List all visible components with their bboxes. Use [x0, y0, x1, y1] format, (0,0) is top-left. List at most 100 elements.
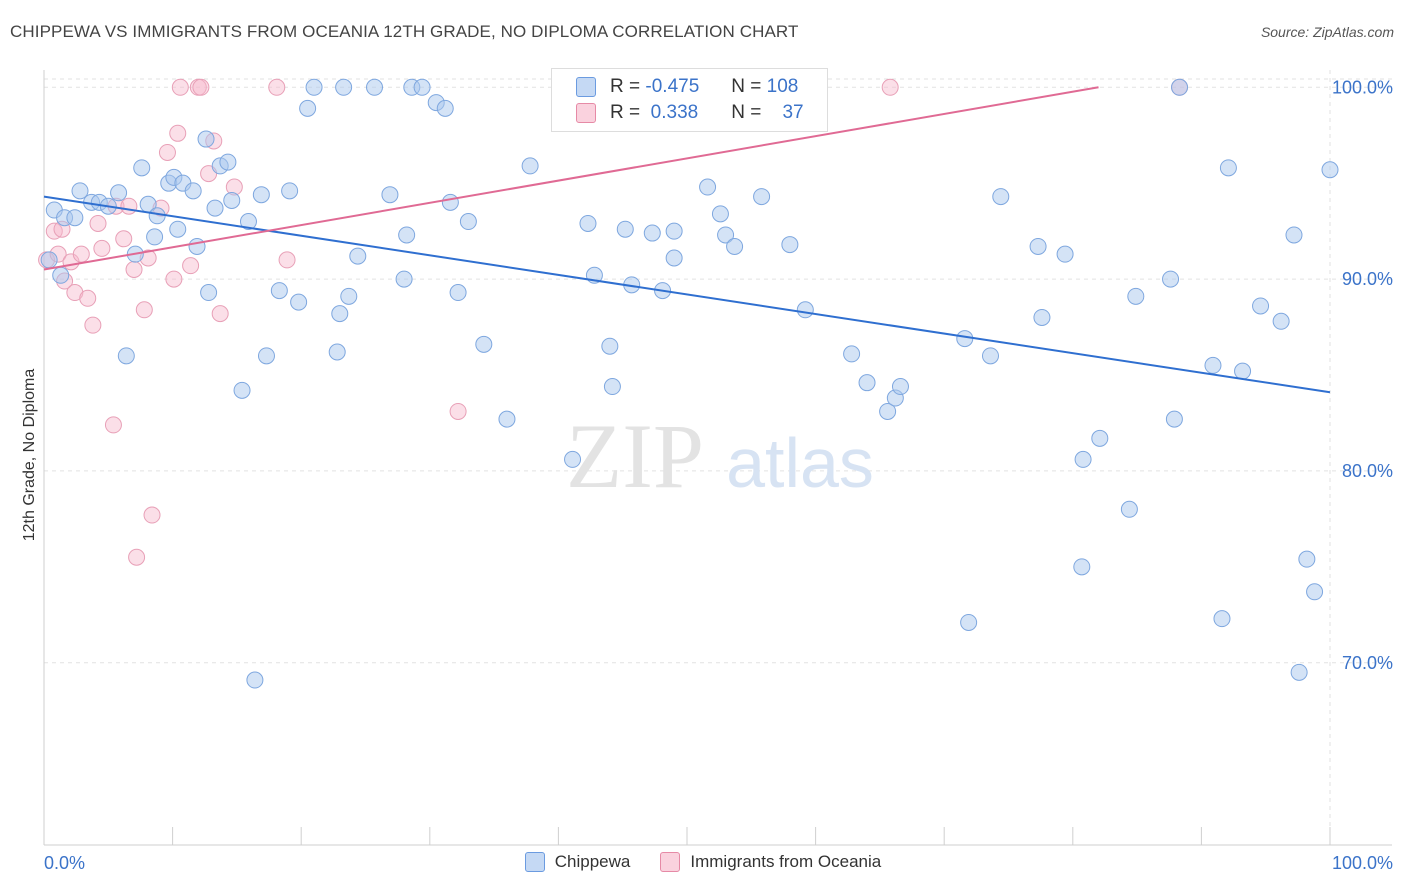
y-tick-label: 90.0%: [1342, 269, 1393, 289]
data-point-chippewa: [665, 222, 683, 240]
data-point-chippewa: [1029, 237, 1047, 255]
data-point-chippewa: [1321, 161, 1339, 179]
legend-label-oceania: Immigrants from Oceania: [690, 852, 882, 871]
data-point-oceania: [84, 316, 102, 334]
data-point-chippewa: [257, 347, 275, 365]
data-point-chippewa: [726, 237, 744, 255]
data-point-chippewa: [223, 191, 241, 209]
data-point-chippewa: [1234, 362, 1252, 380]
data-point-chippewa: [335, 78, 353, 96]
legend-n-label: N =: [731, 102, 762, 123]
data-point-oceania: [171, 78, 189, 96]
data-point-oceania: [881, 78, 899, 96]
data-point-chippewa: [52, 266, 70, 284]
data-point-chippewa: [239, 213, 257, 231]
data-point-chippewa: [603, 378, 621, 396]
data-point-chippewa: [169, 220, 187, 238]
data-point-chippewa: [753, 188, 771, 206]
data-point-chippewa: [305, 78, 323, 96]
data-point-chippewa: [1204, 356, 1222, 374]
correlation-legend: R = -0.475 N = 108 R = 0.338 N = 37: [551, 68, 828, 132]
legend-item-oceania: Immigrants from Oceania: [660, 852, 881, 872]
data-point-oceania: [268, 78, 286, 96]
legend-swatch-oceania: [660, 852, 681, 872]
data-point-chippewa: [340, 287, 358, 305]
data-point-chippewa: [616, 220, 634, 238]
data-point-chippewa: [281, 182, 299, 200]
data-point-chippewa: [960, 613, 978, 631]
data-point-chippewa: [1074, 450, 1092, 468]
legend-r-label: R =: [610, 76, 641, 97]
data-point-chippewa: [349, 247, 367, 265]
source-note: Source: ZipAtlas.com: [1260, 24, 1394, 40]
data-point-chippewa: [1272, 312, 1290, 330]
data-point-oceania: [135, 301, 153, 319]
data-point-chippewa: [475, 335, 493, 353]
data-point-oceania: [182, 257, 200, 275]
watermark-zip: ZIP: [566, 405, 704, 507]
data-point-oceania: [128, 548, 146, 566]
data-point-chippewa: [1033, 308, 1051, 326]
data-point-chippewa: [328, 343, 346, 361]
data-point-chippewa: [40, 251, 58, 269]
data-point-oceania: [192, 78, 210, 96]
legend-swatch-oceania: [576, 103, 596, 123]
data-point-chippewa: [395, 270, 413, 288]
trend-lines: [43, 86, 1331, 394]
data-point-chippewa: [219, 153, 237, 171]
data-point-chippewa: [441, 193, 459, 211]
data-point-chippewa: [449, 284, 467, 302]
data-point-chippewa: [564, 450, 582, 468]
data-point-chippewa: [981, 347, 999, 365]
data-point-chippewa: [498, 410, 516, 428]
data-point-oceania: [158, 143, 176, 161]
data-point-chippewa: [1171, 78, 1189, 96]
data-point-chippewa: [1252, 297, 1270, 315]
legend-n-value: 108: [766, 76, 799, 97]
legend-swatch-chippewa: [524, 852, 545, 872]
data-point-chippewa: [252, 186, 270, 204]
data-point-oceania: [169, 124, 187, 142]
data-point-chippewa: [133, 159, 151, 177]
series-legend: Chippewa Immigrants from Oceania: [0, 852, 1406, 872]
data-point-oceania: [278, 251, 296, 269]
data-point-chippewa: [1290, 663, 1308, 681]
x-tick-label: 100.0%: [1332, 853, 1393, 873]
data-point-chippewa: [1306, 583, 1324, 601]
data-point-oceania: [72, 245, 90, 263]
data-point-chippewa: [1091, 429, 1109, 447]
y-tick-label: 80.0%: [1342, 461, 1393, 481]
legend-r-value: -0.475: [645, 76, 700, 97]
data-point-chippewa: [299, 99, 317, 117]
data-point-chippewa: [188, 237, 206, 255]
y-tick-label: 70.0%: [1342, 653, 1393, 673]
data-point-chippewa: [796, 301, 814, 319]
data-point-chippewa: [110, 184, 128, 202]
legend-item-chippewa: Chippewa: [524, 852, 630, 872]
data-point-oceania: [449, 402, 467, 420]
data-point-chippewa: [1298, 550, 1316, 568]
data-point-chippewa: [381, 186, 399, 204]
data-point-chippewa: [117, 347, 135, 365]
data-point-chippewa: [1073, 558, 1091, 576]
data-point-chippewa: [436, 99, 454, 117]
data-point-chippewa: [711, 205, 729, 223]
data-point-oceania: [115, 230, 133, 248]
data-point-oceania: [93, 239, 111, 257]
chart-title: CHIPPEWA VS IMMIGRANTS FROM OCEANIA 12TH…: [10, 22, 799, 41]
data-point-chippewa: [1165, 410, 1183, 428]
data-point-chippewa: [66, 209, 84, 227]
x-tick-label: 0.0%: [44, 853, 85, 873]
data-point-oceania: [165, 270, 183, 288]
data-point-oceania: [104, 416, 122, 434]
data-point-chippewa: [270, 282, 288, 300]
y-tick-label: 100.0%: [1332, 77, 1393, 97]
data-point-chippewa: [992, 188, 1010, 206]
data-point-chippewa: [331, 305, 349, 323]
legend-row-chippewa: R = -0.475 N = 108: [576, 75, 798, 99]
data-point-chippewa: [879, 402, 897, 420]
data-point-chippewa: [1127, 287, 1145, 305]
data-point-chippewa: [459, 213, 477, 231]
data-point-chippewa: [184, 182, 202, 200]
